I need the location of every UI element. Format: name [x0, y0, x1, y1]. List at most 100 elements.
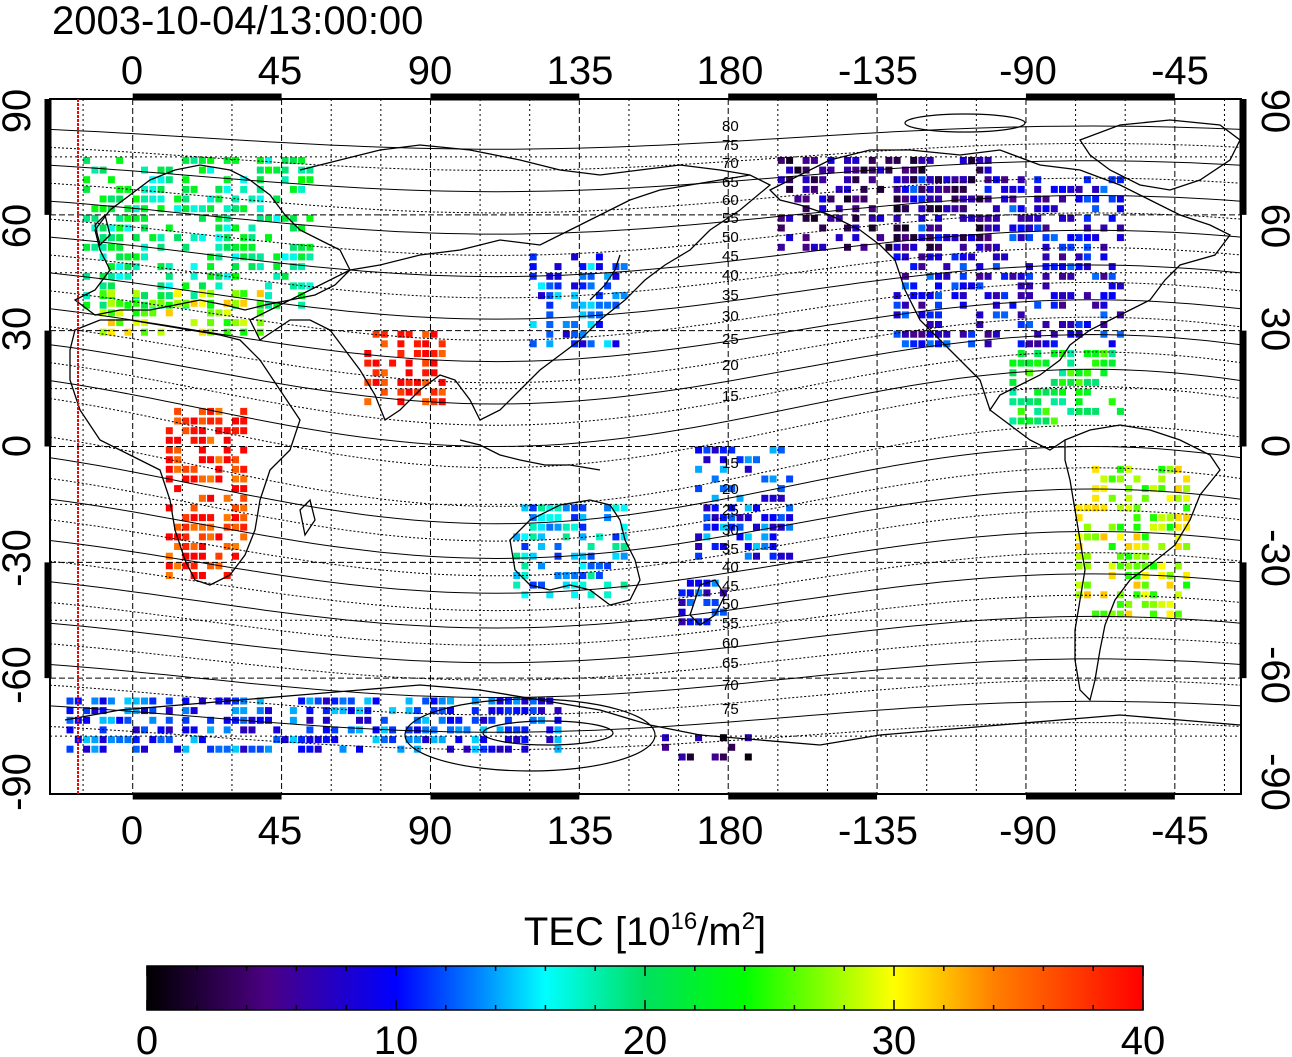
- tec-cell: [356, 726, 363, 734]
- tec-cell: [571, 253, 579, 261]
- tec-cell: [1067, 407, 1075, 415]
- tec-cell: [1100, 224, 1108, 232]
- tec-cell: [1034, 330, 1042, 338]
- tec-cell: [538, 504, 545, 512]
- tec-cell: [554, 263, 562, 271]
- tec-cell: [959, 272, 967, 280]
- tec-cell: [546, 340, 554, 348]
- tec-cell: [1166, 523, 1174, 531]
- tec-cell: [223, 185, 231, 193]
- tec-cell: [215, 195, 223, 203]
- tec-cell: [943, 330, 951, 338]
- tec-cell: [207, 195, 215, 203]
- tec-cell: [877, 185, 885, 193]
- tec-cell: [223, 299, 231, 307]
- tec-cell: [289, 736, 297, 744]
- tec-cell: [877, 166, 885, 174]
- tec-cell: [1026, 234, 1033, 242]
- tec-cell: [761, 494, 769, 502]
- tec-cell: [1083, 504, 1091, 512]
- tec-cell: [1001, 253, 1009, 261]
- tec-cell: [488, 745, 496, 753]
- tec-cell: [198, 475, 206, 483]
- tec-cell: [728, 523, 736, 531]
- tec-cell: [1108, 494, 1116, 502]
- tec-cell: [240, 328, 248, 336]
- contour-label: 60: [722, 635, 739, 652]
- tec-cell: [1083, 350, 1091, 357]
- tec-cell: [1116, 330, 1124, 338]
- tec-cell: [1108, 543, 1116, 550]
- tec-cell: [860, 166, 868, 174]
- tec-cell: [529, 523, 537, 531]
- tec-cell: [844, 156, 851, 164]
- tec-cell: [372, 697, 380, 705]
- tec-cell: [1026, 224, 1033, 232]
- tec-cell: [1092, 205, 1100, 213]
- tec-cell: [579, 311, 587, 319]
- tec-cell: [298, 156, 306, 164]
- tec-cell: [918, 263, 926, 271]
- tec-cell: [736, 533, 744, 541]
- tec-cell: [513, 581, 521, 589]
- tec-cell: [141, 205, 148, 213]
- tec-cell: [868, 214, 876, 222]
- tec-cell: [579, 581, 587, 589]
- tec-cell: [968, 282, 976, 290]
- tec-cell: [571, 514, 579, 522]
- tec-cell: [1174, 533, 1182, 541]
- tec-cell: [165, 716, 173, 724]
- tec-cell: [1075, 185, 1083, 193]
- tec-cell: [620, 263, 628, 271]
- tec-cell: [223, 234, 231, 242]
- tec-cell: [711, 504, 719, 512]
- tec-cell: [1133, 581, 1141, 589]
- tec-cell: [1017, 321, 1025, 328]
- tec-cell: [579, 330, 587, 338]
- tec-cell: [83, 707, 91, 715]
- tec-cell: [215, 456, 223, 464]
- tec-cell: [1009, 272, 1017, 280]
- colorbar-tick: 10: [374, 1019, 419, 1057]
- tec-cell: [918, 301, 926, 309]
- tec-cell: [893, 234, 901, 242]
- tec-cell: [372, 378, 380, 386]
- tec-cell: [289, 707, 297, 715]
- tec-cell: [256, 185, 264, 193]
- tec-cell: [852, 176, 860, 184]
- tec-cell: [281, 253, 289, 261]
- tec-cell: [910, 156, 918, 164]
- tec-cell: [1075, 398, 1083, 406]
- tec-cell: [612, 552, 620, 560]
- tec-cell: [1009, 195, 1017, 203]
- tec-cell: [1042, 388, 1050, 396]
- x-top-tick: 0: [121, 49, 143, 93]
- tec-cell: [819, 166, 827, 174]
- tec-cell: [306, 253, 314, 261]
- tec-cell: [777, 485, 785, 493]
- tec-cell: [174, 523, 182, 531]
- tec-cell: [281, 272, 289, 280]
- tec-cell: [529, 581, 537, 589]
- tec-cell: [1059, 350, 1066, 357]
- tec-cell: [207, 407, 215, 415]
- tec-cell: [910, 292, 918, 300]
- tec-cell: [554, 716, 562, 724]
- tec-cell: [893, 156, 901, 164]
- tec-cell: [256, 290, 264, 298]
- tec-cell: [1059, 369, 1066, 377]
- tec-cell: [157, 205, 165, 213]
- tec-cell: [174, 456, 182, 464]
- x-axis-bottom: 0 45 90 135 180 -135 -90 -45: [121, 809, 1209, 853]
- tec-cell: [223, 309, 231, 317]
- tec-cell: [604, 591, 612, 599]
- tec-cell: [223, 243, 231, 251]
- tec-cell: [306, 707, 314, 715]
- tec-cell: [1067, 369, 1075, 377]
- tec-cell: [198, 205, 206, 213]
- tec-cell: [1100, 185, 1108, 193]
- tec-cell: [182, 282, 190, 290]
- tec-cell: [1001, 311, 1009, 319]
- tec-cell: [240, 427, 248, 435]
- tec-cell: [198, 166, 206, 174]
